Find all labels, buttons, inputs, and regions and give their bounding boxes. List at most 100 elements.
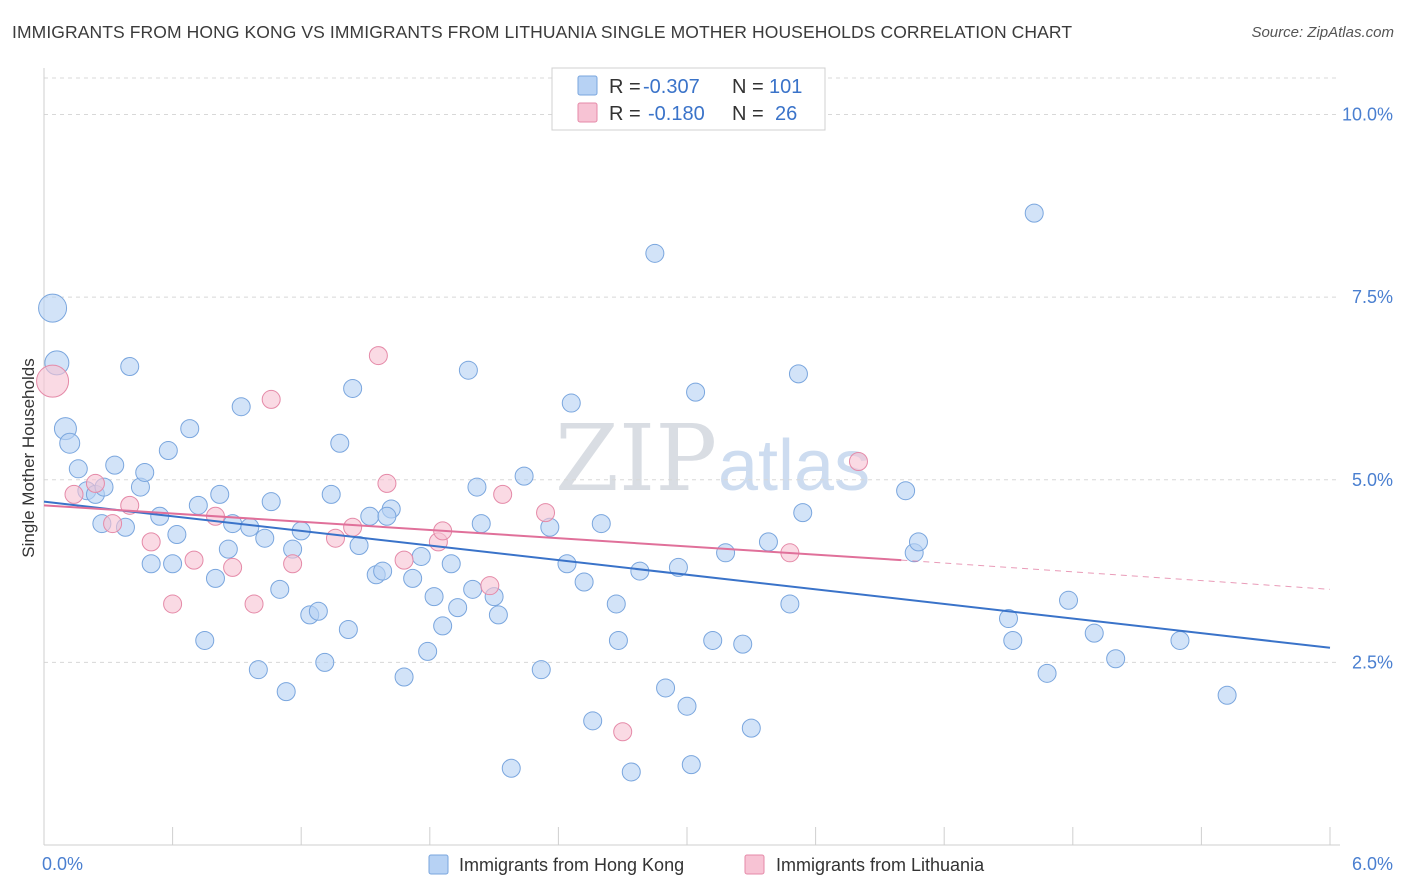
hong-kong-point-23 <box>210 484 230 504</box>
hong-kong-point-100 <box>467 477 487 497</box>
x-tick-labels: 0.0% 6.0% <box>42 854 1393 874</box>
bottom-legend-swatch-pink <box>744 854 765 875</box>
lithuania-point-17 <box>394 550 414 570</box>
hong-kong-point-49 <box>403 568 423 588</box>
hong-kong-point-43 <box>360 506 380 526</box>
hong-kong-point-3 <box>59 432 81 454</box>
hong-kong-point-83 <box>741 718 761 738</box>
hong-kong-point-58 <box>471 514 491 534</box>
lithuania-point-22 <box>536 503 556 523</box>
hong-kong-point-93 <box>1003 630 1023 650</box>
lithuania-point-1 <box>64 484 84 504</box>
legend-r-label-2: R = <box>609 103 641 125</box>
hong-kong-point-87 <box>793 503 813 523</box>
lithuania-trend-line-extension <box>901 559 1331 590</box>
watermark-zip: ZIP <box>555 405 717 512</box>
bottom-legend-label-hong-kong: Immigrants from Hong Kong <box>459 855 684 875</box>
lithuania-point-23 <box>613 722 633 742</box>
hong-kong-point-71 <box>608 630 628 650</box>
lithuania-point-16 <box>377 473 397 493</box>
series-legend: Immigrants from Hong Kong Immigrants fro… <box>428 854 985 875</box>
hong-kong-point-16 <box>158 441 178 461</box>
hong-kong-point-0 <box>38 293 68 323</box>
hong-kong-point-81 <box>716 543 736 563</box>
trend-lines <box>43 500 1331 649</box>
hong-kong-point-36 <box>308 601 328 621</box>
hong-kong-point-47 <box>377 506 397 526</box>
legend-swatch-blue <box>577 75 598 96</box>
legend-r-value-1: -0.307 <box>643 76 700 98</box>
hong-kong-point-4 <box>68 459 88 479</box>
legend-n-value-2: 26 <box>775 103 797 125</box>
legend-r-label-1: R = <box>609 76 641 98</box>
lithuania-trend-line <box>43 504 902 562</box>
lithuania-point-20 <box>480 576 500 596</box>
legend-r-value-2: -0.180 <box>648 103 705 125</box>
lithuania-point-10 <box>244 594 264 614</box>
lithuania-point-13 <box>325 528 345 548</box>
lithuania-point-21 <box>493 484 513 504</box>
hong-kong-point-14 <box>141 554 161 574</box>
hong-kong-point-55 <box>448 598 468 618</box>
hong-kong-point-56 <box>458 360 478 380</box>
hong-kong-point-11 <box>120 357 140 377</box>
lithuania-point-11 <box>261 389 281 409</box>
series-hong-kong-points <box>38 203 1237 782</box>
hong-kong-point-72 <box>621 762 641 782</box>
hong-kong-point-69 <box>591 514 611 534</box>
hong-kong-point-90 <box>908 532 928 552</box>
hong-kong-point-17 <box>163 554 183 574</box>
hong-kong-point-37 <box>315 652 335 672</box>
hong-kong-point-61 <box>501 758 521 778</box>
hong-kong-point-41 <box>343 378 363 398</box>
hong-kong-point-77 <box>677 696 697 716</box>
lithuania-point-25 <box>848 452 868 471</box>
lithuania-point-5 <box>141 532 161 552</box>
hong-kong-point-67 <box>574 572 594 592</box>
hong-kong-point-51 <box>418 641 438 661</box>
hong-kong-point-92 <box>999 609 1018 629</box>
hong-kong-point-63 <box>531 660 551 680</box>
bottom-legend-swatch-blue <box>428 854 449 875</box>
y-tick-label-3: 10.0% <box>1342 105 1393 125</box>
hong-kong-point-94 <box>1037 663 1057 683</box>
hong-kong-point-53 <box>433 616 453 636</box>
bottom-legend-label-lithuania: Immigrants from Lithuania <box>776 855 985 875</box>
legend-swatch-pink <box>577 102 598 123</box>
lithuania-point-0 <box>36 364 70 398</box>
hong-kong-point-80 <box>703 630 723 650</box>
hong-kong-point-82 <box>733 634 753 654</box>
y-tick-label-1: 5.0% <box>1352 470 1393 490</box>
hong-kong-point-74 <box>645 243 665 263</box>
hong-kong-point-28 <box>248 660 268 680</box>
y-tick-label-2: 7.5% <box>1352 287 1393 307</box>
hong-kong-point-95 <box>1059 590 1079 610</box>
y-tick-labels: 2.5% 5.0% 7.5% 10.0% <box>1342 105 1393 673</box>
axes <box>43 68 1340 846</box>
hong-kong-point-19 <box>180 419 200 439</box>
legend-n-label-1: N = <box>732 76 764 98</box>
hong-kong-point-22 <box>205 568 225 588</box>
hong-kong-point-85 <box>780 594 800 614</box>
hong-kong-point-31 <box>270 579 290 599</box>
hong-kong-point-70 <box>606 594 626 614</box>
lithuania-point-6 <box>163 594 183 614</box>
hong-kong-point-50 <box>411 546 431 566</box>
hong-kong-point-76 <box>668 557 688 577</box>
hong-kong-point-60 <box>488 605 508 625</box>
lithuania-point-15 <box>368 346 388 366</box>
hong-kong-point-40 <box>338 620 358 640</box>
hong-kong-point-48 <box>394 667 414 687</box>
series-lithuania-points <box>36 346 868 742</box>
hong-kong-point-91 <box>1024 203 1044 223</box>
hong-kong-point-26 <box>231 397 251 417</box>
legend-n-label-2: N = <box>732 103 764 125</box>
hong-kong-point-45 <box>373 561 393 581</box>
hong-kong-point-57 <box>463 579 483 599</box>
lithuania-point-12 <box>283 554 303 574</box>
chart-title: IMMIGRANTS FROM HONG KONG VS IMMIGRANTS … <box>12 22 1073 42</box>
stats-legend: R = -0.307 N = 101 R = -0.180 N = 26 <box>551 67 826 131</box>
hong-kong-trend-line <box>43 500 1331 649</box>
hong-kong-point-24 <box>218 539 238 559</box>
lithuania-point-9 <box>223 557 243 577</box>
